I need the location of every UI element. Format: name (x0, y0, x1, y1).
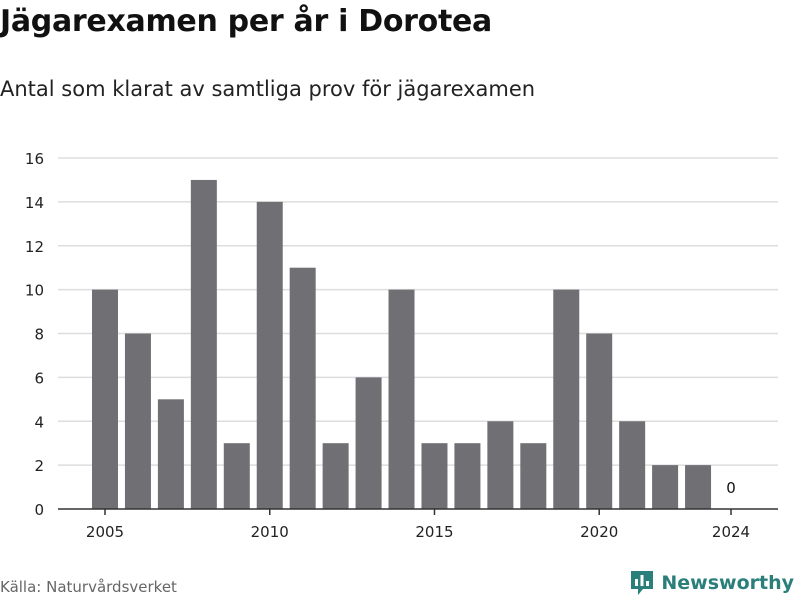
source-note: Källa: Naturvårdsverket (0, 578, 177, 596)
x-tick-label: 2024 (712, 523, 750, 541)
y-tick-label: 4 (34, 413, 44, 431)
bar-2007 (157, 399, 184, 509)
bar-2021 (619, 421, 646, 509)
x-tick-label: 2015 (415, 523, 453, 541)
gridlines (58, 157, 778, 466)
bar-2022 (652, 465, 679, 509)
y-tick-label: 2 (34, 457, 44, 475)
y-tick-label: 6 (34, 369, 44, 387)
data-label-2024: 0 (726, 479, 736, 497)
bar-2006 (124, 333, 151, 509)
newsworthy-logo-icon (631, 571, 654, 595)
bar-2013 (355, 377, 382, 509)
x-tick-label: 2010 (251, 523, 289, 541)
bar-2014 (388, 289, 415, 509)
x-axis-ticks: 2005 2010 2015 2020 2024 (86, 509, 750, 541)
bar-2012 (322, 443, 349, 509)
x-tick-label: 2005 (86, 523, 124, 541)
bar-2020 (586, 333, 613, 509)
chart-title: Jägarexamen per år i Dorotea (0, 4, 492, 39)
x-tick-label: 2020 (580, 523, 618, 541)
bar-2016 (454, 443, 481, 509)
y-tick-label: 16 (25, 150, 44, 168)
bar-2005 (92, 289, 118, 509)
chart-subtitle: Antal som klarat av samtliga prov för jä… (0, 77, 536, 101)
bar-2018 (520, 443, 547, 509)
brand-name: Newsworthy (661, 572, 794, 594)
y-axis-tick-labels: 0 2 4 6 8 10 12 14 16 (25, 150, 44, 519)
y-tick-label: 12 (25, 238, 44, 256)
y-tick-label: 8 (34, 326, 44, 344)
y-tick-label: 14 (25, 194, 44, 212)
bar-2011 (289, 267, 316, 509)
bar-2023 (685, 465, 712, 509)
bars (92, 179, 712, 509)
data-labels: 0 (726, 479, 736, 497)
brand-logo: Newsworthy (629, 569, 794, 597)
bar-2015 (421, 443, 448, 509)
bar-2019 (553, 289, 580, 509)
y-tick-label: 10 (25, 282, 44, 300)
bar-2017 (487, 421, 514, 509)
bar-2010 (256, 201, 283, 509)
bar-2009 (223, 443, 250, 509)
bar-2008 (190, 179, 217, 509)
y-tick-label: 0 (34, 501, 44, 519)
